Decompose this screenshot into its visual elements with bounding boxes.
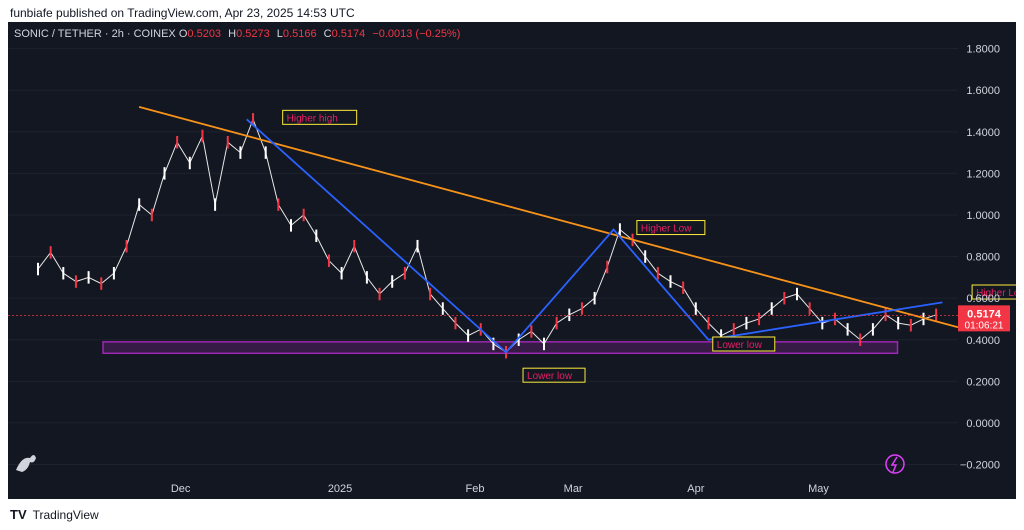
price-line [37,117,937,353]
open-value: 0.5203 [187,28,222,40]
high-label: H [228,28,237,40]
y-tick-label: 0.4000 [966,335,1000,347]
lightning-icon[interactable] [885,454,905,474]
y-tick-label: 0.0000 [966,418,1000,430]
price-tag-value: 0.5174 [967,308,1002,320]
annotation-box [636,220,706,236]
x-tick-label: Mar [564,483,583,495]
publish-info: funbiafe published on TradingView.com, A… [10,6,355,20]
price-chart[interactable]: Higher high Higher Low Lower low Lower low H… [8,22,1024,499]
symbol-label: SONIC / TETHER · 2h · COINEX [14,28,176,40]
chart-panel[interactable]: Higher high Higher Low Lower low Lower low H… [8,22,1024,499]
trendline [138,105,959,329]
x-tick-label: May [808,483,829,495]
tradingview-logo-icon: TV [10,507,27,522]
y-tick-label: 1.4000 [966,127,1000,139]
y-tick-label: −0.2000 [960,460,1000,472]
annotation-label: Lower low [527,371,573,382]
annotation-box [971,284,1024,300]
high-value: 0.5273 [236,28,270,40]
annotation-label: Higher Low [976,288,1016,299]
x-tick-label: Apr [687,483,704,495]
y-tick-label: 0.2000 [966,376,1000,388]
low-label: L [276,28,283,40]
y-tick-label: 1.0000 [966,210,1000,222]
x-tick-label: 2025 [328,483,352,495]
brand-name: TradingView [32,507,99,522]
annotation-label: Lower low [717,340,763,351]
y-tick-label: 0.8000 [966,252,1000,264]
annotation-box [522,367,586,383]
zigzag-line [246,118,943,354]
change-value: −0.0013 (−0.25%) [372,28,461,40]
open-label: O [178,28,188,40]
annotation-label: Higher high [287,113,338,124]
price-tag [958,305,1010,332]
ohlc-legend: SONIC / TETHER · 2h · COINEX O0.5203 H0.… [14,28,464,40]
close-value: 0.5174 [331,28,366,40]
dino-icon [16,455,36,472]
y-tick-label: 1.8000 [966,44,1000,56]
x-tick-label: Dec [171,483,191,495]
annotation-box [712,336,776,352]
y-tick-label: 0.6000 [966,293,1000,305]
close-label: C [323,28,332,40]
brand-footer: TV TradingView [10,507,99,522]
y-tick-label: 1.2000 [966,168,1000,180]
annotation-label: Higher Low [641,224,692,235]
annotation-box [282,109,358,125]
x-tick-label: Feb [466,483,485,495]
low-value: 0.5166 [282,28,317,40]
price-tag-countdown: 01:06:21 [965,320,1004,331]
y-tick-label: 1.6000 [966,85,1000,97]
